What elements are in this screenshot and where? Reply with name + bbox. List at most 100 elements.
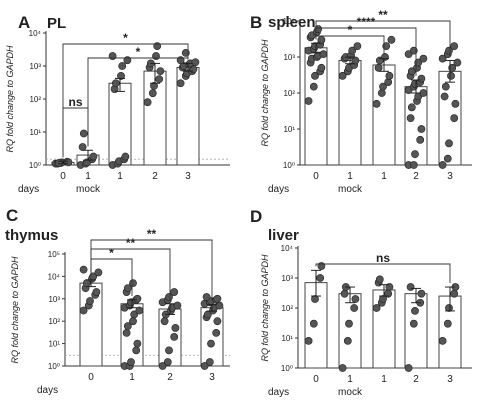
x-tick-label: 2 bbox=[413, 171, 419, 182]
data-point bbox=[205, 358, 214, 366]
y-axis-label: RQ fold change to GAPDH bbox=[260, 39, 270, 147]
data-point bbox=[445, 304, 453, 312]
data-point bbox=[122, 329, 131, 337]
x-tick-label: 2 bbox=[152, 171, 158, 182]
significance-bracket bbox=[315, 20, 451, 57]
data-point bbox=[165, 293, 173, 301]
data-point bbox=[406, 114, 415, 123]
x-tick-label: 2 bbox=[167, 372, 173, 383]
significance-label: ** bbox=[147, 227, 157, 241]
data-point bbox=[407, 103, 416, 112]
y-tick-label: 10⁴ bbox=[29, 29, 42, 38]
data-point bbox=[409, 161, 418, 169]
y-tick-label: 10¹ bbox=[283, 125, 295, 134]
data-point bbox=[311, 295, 319, 303]
data-point bbox=[443, 154, 452, 163]
data-point bbox=[143, 98, 152, 107]
data-point bbox=[123, 322, 132, 331]
y-tick-label: 10⁰ bbox=[48, 362, 60, 371]
significance-bracket bbox=[62, 43, 189, 158]
significance-bracket bbox=[87, 57, 189, 147]
data-point bbox=[148, 89, 157, 98]
panel-title: liver bbox=[268, 227, 299, 244]
data-point bbox=[133, 339, 142, 348]
y-tick-label: 10² bbox=[283, 89, 295, 98]
data-point bbox=[311, 71, 319, 80]
x-tick-label: 1 bbox=[347, 171, 353, 182]
data-point bbox=[121, 152, 130, 161]
y-tick-label: 10⁰ bbox=[283, 161, 295, 170]
data-point bbox=[445, 46, 453, 55]
data-point bbox=[438, 54, 447, 63]
significance-label: * bbox=[348, 23, 353, 37]
y-tick-label: 10³ bbox=[283, 53, 295, 62]
y-tick-label: 10⁰ bbox=[29, 161, 41, 170]
data-point bbox=[387, 35, 396, 44]
group-label: mock bbox=[338, 184, 363, 195]
x-tick-label: 2 bbox=[413, 374, 419, 385]
significance-bracket bbox=[90, 248, 171, 300]
bar bbox=[338, 293, 362, 369]
significance-label: ns bbox=[376, 251, 390, 265]
x-tick-label: 1 bbox=[129, 372, 135, 383]
data-point bbox=[163, 358, 172, 366]
data-point bbox=[173, 301, 182, 310]
data-point bbox=[202, 293, 211, 301]
data-point bbox=[200, 362, 209, 370]
data-point bbox=[450, 289, 459, 298]
y-tick-label: 10² bbox=[281, 304, 293, 313]
data-point bbox=[348, 46, 357, 55]
data-point bbox=[133, 294, 142, 303]
panel-letter: C bbox=[6, 206, 18, 225]
y-axis-label: RQ fold change to GAPDH bbox=[260, 254, 270, 362]
data-point bbox=[304, 97, 313, 105]
data-point bbox=[385, 283, 394, 291]
data-point bbox=[445, 139, 453, 148]
y-tick-label: 10¹ bbox=[29, 128, 41, 137]
data-point bbox=[127, 358, 135, 366]
significance-label: * bbox=[136, 45, 141, 59]
days-label: days bbox=[18, 184, 39, 195]
data-point bbox=[158, 362, 167, 370]
data-point bbox=[317, 63, 326, 72]
panel-title: thymus bbox=[5, 227, 58, 244]
data-point bbox=[338, 71, 347, 80]
data-point bbox=[155, 75, 164, 84]
bar bbox=[404, 293, 428, 369]
significance-label: * bbox=[123, 31, 128, 45]
data-point bbox=[317, 262, 326, 270]
data-point bbox=[351, 295, 360, 303]
y-tick-label: 10³ bbox=[29, 62, 41, 71]
data-point bbox=[213, 317, 222, 326]
data-point bbox=[417, 125, 426, 133]
data-point bbox=[165, 346, 173, 355]
y-tick-label: 10⁵ bbox=[48, 250, 60, 259]
x-tick-label: 1 bbox=[381, 374, 387, 385]
data-point bbox=[111, 79, 120, 88]
x-tick-label: 3 bbox=[447, 171, 453, 182]
data-point bbox=[453, 58, 462, 67]
panel-letter: D bbox=[250, 207, 262, 226]
data-point bbox=[118, 62, 127, 70]
data-point bbox=[170, 332, 179, 341]
data-point bbox=[350, 304, 359, 312]
y-tick-label: 10¹ bbox=[48, 340, 60, 349]
days-label: days bbox=[268, 387, 289, 398]
y-tick-label: 10¹ bbox=[281, 334, 293, 343]
y-tick-label: 10⁰ bbox=[281, 364, 293, 373]
y-tick-label: 10² bbox=[29, 95, 41, 104]
data-point bbox=[191, 58, 200, 67]
x-tick-label: 0 bbox=[88, 372, 94, 383]
data-point bbox=[117, 72, 125, 80]
data-point bbox=[351, 56, 360, 65]
data-point bbox=[417, 74, 426, 83]
data-point bbox=[451, 99, 460, 108]
data-point bbox=[156, 67, 165, 76]
x-tick-label: 0 bbox=[60, 171, 66, 182]
data-point bbox=[79, 129, 88, 138]
y-tick-label: 10³ bbox=[48, 295, 60, 304]
x-tick-label: 3 bbox=[447, 374, 453, 385]
data-point bbox=[129, 317, 137, 326]
